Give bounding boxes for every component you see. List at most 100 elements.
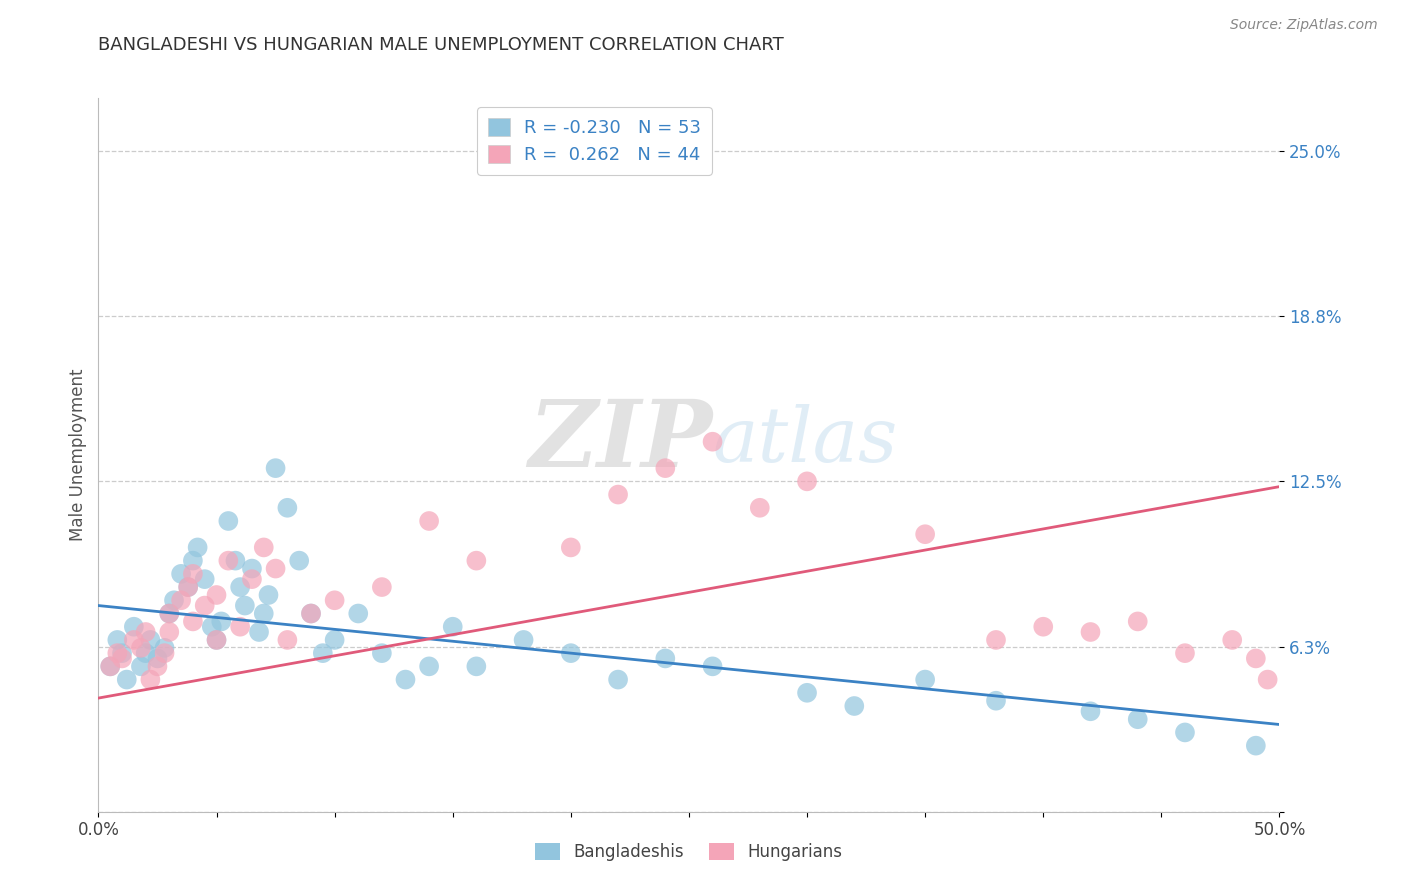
Point <box>465 659 488 673</box>
Point <box>98 659 121 673</box>
Point <box>796 686 818 700</box>
Point <box>105 632 128 647</box>
Point <box>122 620 145 634</box>
Point <box>264 561 287 575</box>
Point <box>844 698 866 713</box>
Point <box>796 475 818 489</box>
Point <box>371 580 394 594</box>
Point <box>1174 725 1197 739</box>
Point <box>181 566 204 581</box>
Point <box>257 588 280 602</box>
Point <box>253 541 276 555</box>
Point <box>194 572 217 586</box>
Point <box>201 620 224 634</box>
Point <box>139 673 162 687</box>
Point <box>323 593 346 607</box>
Point <box>187 541 209 555</box>
Point <box>129 659 152 673</box>
Point <box>1244 739 1267 753</box>
Point <box>229 580 252 594</box>
Point <box>205 588 228 602</box>
Point <box>157 607 180 621</box>
Point <box>288 554 311 568</box>
Point <box>163 593 186 607</box>
Point <box>217 514 239 528</box>
Point <box>115 673 138 687</box>
Point <box>157 607 180 621</box>
Point <box>253 607 276 621</box>
Point <box>233 599 256 613</box>
Point <box>240 572 263 586</box>
Point <box>139 632 162 647</box>
Point <box>748 500 770 515</box>
Point <box>394 673 416 687</box>
Point <box>146 651 169 665</box>
Point <box>418 514 440 528</box>
Point <box>299 607 322 621</box>
Point <box>441 620 464 634</box>
Point <box>170 566 193 581</box>
Point <box>418 659 440 673</box>
Point <box>111 651 134 665</box>
Point <box>1126 712 1149 726</box>
Point <box>135 625 157 640</box>
Point <box>194 599 217 613</box>
Point <box>465 554 488 568</box>
Y-axis label: Male Unemployment: Male Unemployment <box>69 368 87 541</box>
Point <box>654 651 676 665</box>
Point <box>371 646 394 660</box>
Point <box>135 646 157 660</box>
Point <box>1126 615 1149 629</box>
Point <box>153 646 176 660</box>
Point <box>264 461 287 475</box>
Point <box>702 434 724 449</box>
Point <box>105 646 128 660</box>
Point <box>98 659 121 673</box>
Point <box>512 632 534 647</box>
Point <box>209 615 232 629</box>
Point <box>177 580 200 594</box>
Point <box>1244 651 1267 665</box>
Point <box>914 527 936 541</box>
Point <box>560 541 582 555</box>
Point <box>181 554 204 568</box>
Point <box>157 625 180 640</box>
Point <box>299 607 322 621</box>
Point <box>153 640 176 655</box>
Point <box>1080 704 1102 718</box>
Point <box>122 632 145 647</box>
Point <box>224 554 246 568</box>
Point <box>129 640 152 655</box>
Point <box>323 632 346 647</box>
Point <box>1032 620 1054 634</box>
Point <box>1257 673 1279 687</box>
Point <box>1220 632 1243 647</box>
Point <box>560 646 582 660</box>
Point <box>276 632 298 647</box>
Text: Source: ZipAtlas.com: Source: ZipAtlas.com <box>1230 18 1378 32</box>
Point <box>111 646 134 660</box>
Point <box>205 632 228 647</box>
Point <box>312 646 335 660</box>
Point <box>229 620 252 634</box>
Point <box>347 607 370 621</box>
Point <box>205 632 228 647</box>
Point <box>654 461 676 475</box>
Point <box>146 659 169 673</box>
Point <box>607 673 630 687</box>
Text: ZIP: ZIP <box>529 396 713 485</box>
Point <box>984 694 1007 708</box>
Point <box>1080 625 1102 640</box>
Point <box>607 487 630 501</box>
Point <box>217 554 239 568</box>
Text: BANGLADESHI VS HUNGARIAN MALE UNEMPLOYMENT CORRELATION CHART: BANGLADESHI VS HUNGARIAN MALE UNEMPLOYME… <box>98 36 785 54</box>
Text: atlas: atlas <box>713 404 898 477</box>
Point <box>181 615 204 629</box>
Point <box>914 673 936 687</box>
Point <box>170 593 193 607</box>
Legend: Bangladeshis, Hungarians: Bangladeshis, Hungarians <box>529 836 849 868</box>
Point <box>240 561 263 575</box>
Point <box>702 659 724 673</box>
Point <box>984 632 1007 647</box>
Point <box>1174 646 1197 660</box>
